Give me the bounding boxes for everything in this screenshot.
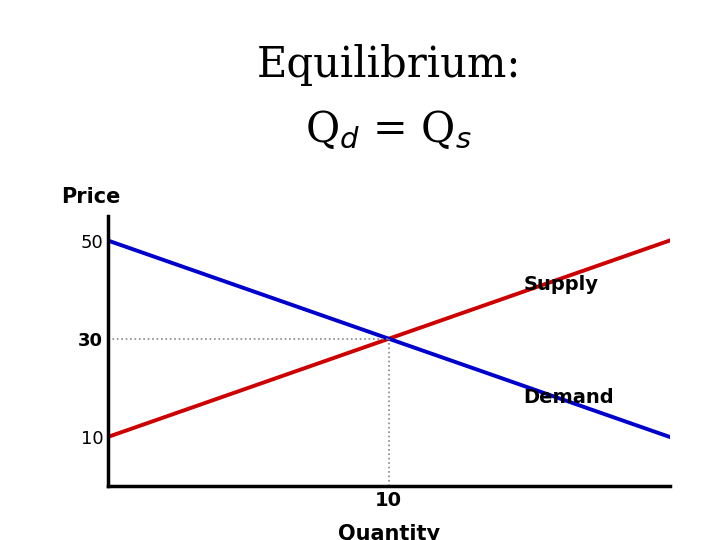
Text: Q$_d$ = Q$_s$: Q$_d$ = Q$_s$ [305, 109, 472, 151]
Text: Supply: Supply [523, 275, 598, 294]
Text: Price: Price [61, 187, 120, 207]
Text: Demand: Demand [523, 388, 614, 407]
Text: Equilibrium:: Equilibrium: [256, 44, 521, 86]
X-axis label: Quantity: Quantity [338, 524, 440, 540]
